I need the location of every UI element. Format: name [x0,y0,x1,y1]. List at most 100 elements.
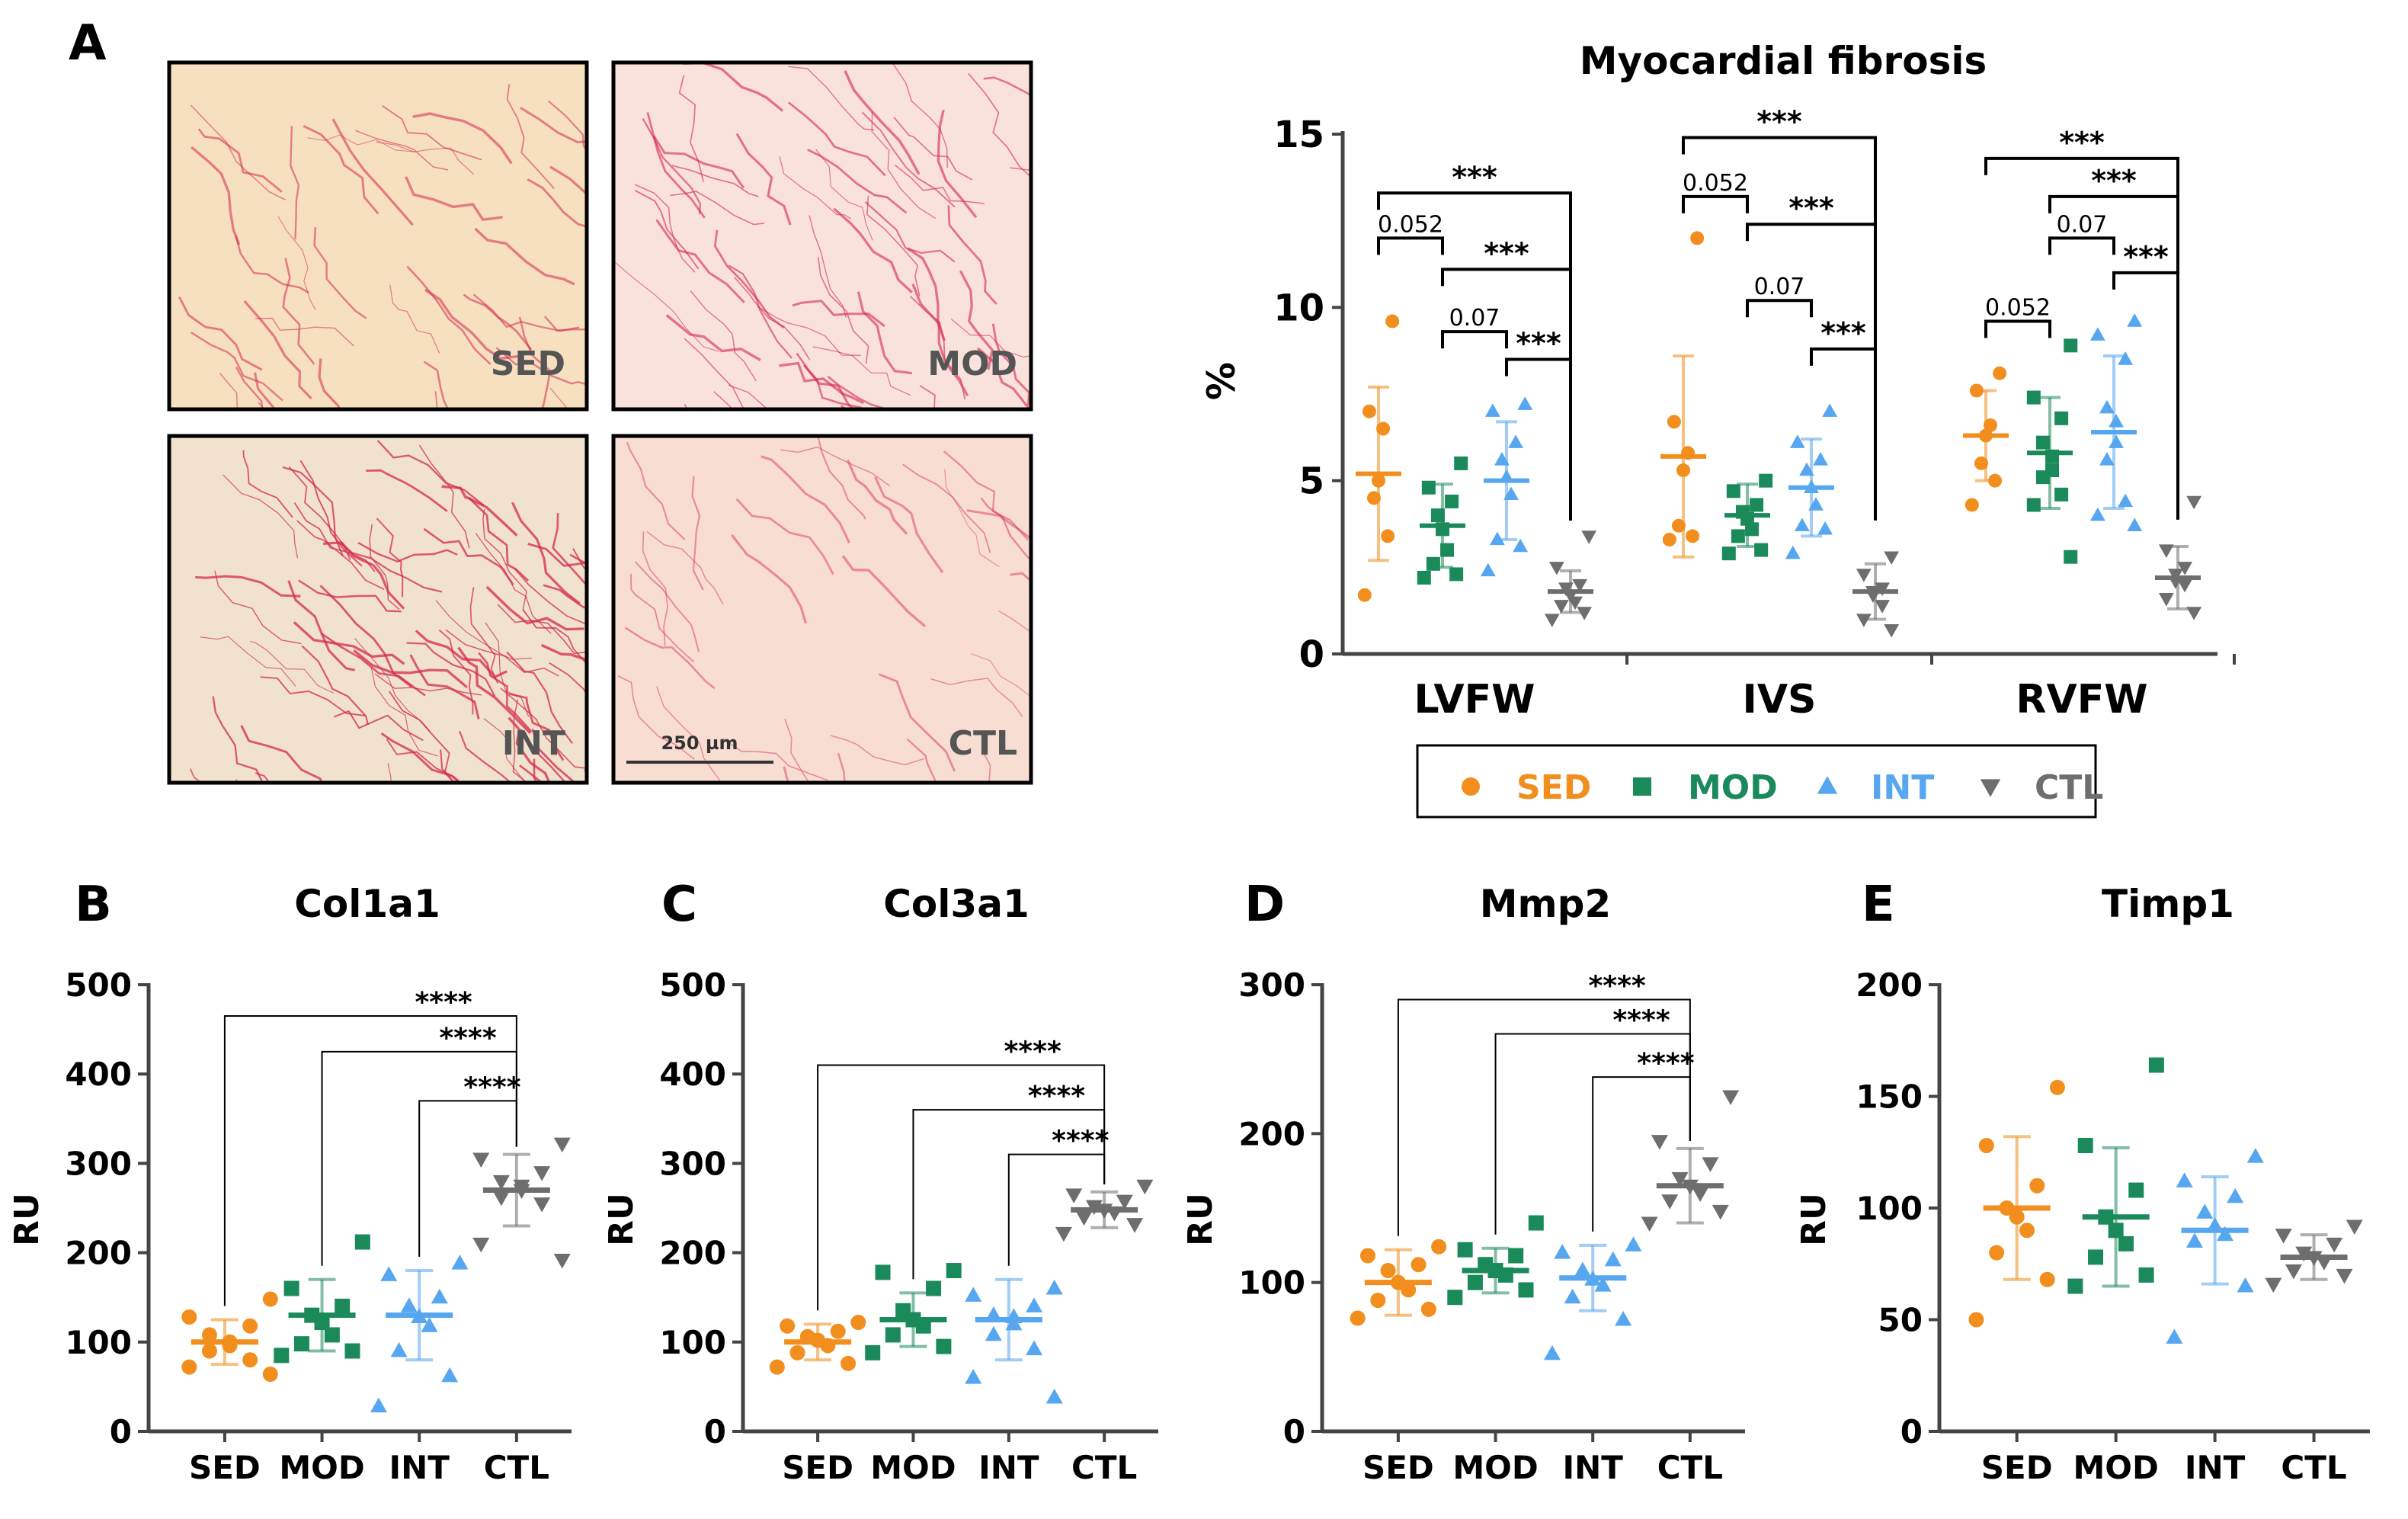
panel-a: A SED MOD INT 250 µm CTL [69,15,1033,785]
col1a1-y-tick-label: 500 [65,966,132,1004]
collagen-fiber [792,300,885,328]
timp1-point-ctl [2295,1246,2313,1262]
collagen-fiber [857,291,912,375]
mmp2-point-ctl [1641,1216,1658,1232]
col1a1-y-tick-label: 200 [65,1235,132,1272]
col1a1-point-mod [283,1280,299,1296]
collagen-fiber [642,531,668,646]
fibrosis-point-int [1817,521,1833,535]
collagen-fiber [423,527,514,585]
micrograph-sed: SED [167,60,589,412]
fibrosis-point-mod [1721,546,1736,561]
timp1-point-mod [2148,1057,2164,1073]
collagen-fiber [812,346,911,396]
collagen-fiber [260,676,366,716]
fibrosis-point-mod [1449,567,1464,582]
timp1-point-ctl [2265,1277,2282,1293]
fibrosis-point-mod [1754,543,1769,557]
collagen-fiber [572,548,587,572]
col3a1-point-int [1045,1388,1063,1404]
timp1-point-int [2237,1277,2254,1293]
col3a1-point-mod [926,1280,942,1296]
timp1-point-sed [2019,1223,2035,1239]
col3a1-y-label: RU [602,1193,641,1246]
col1a1-bracket-label: **** [415,987,472,1018]
collagen-fiber [735,133,792,226]
fibrosis-bracket-label: *** [1516,327,1561,361]
col1a1-point-ctl [533,1197,551,1213]
col3a1-y-tick-label: 200 [659,1235,726,1272]
fibrosis-bracket-label: 0.052 [1985,295,2051,322]
collagen-fiber [977,347,1031,409]
col3a1-bracket-line [1007,1153,1106,1266]
fibrosis-point-sed [1965,498,1979,512]
collagen-fiber [646,112,706,219]
mmp2-point-ctl [1661,1194,1679,1210]
col1a1-point-int [451,1255,469,1270]
fibrosis-point-int [1508,434,1523,448]
mmp2-point-mod [1457,1242,1473,1258]
scale-bar-label: 250 µm [661,732,738,754]
col1a1-title: Col1a1 [294,882,440,926]
panel-e-timp1: E Timp1 RU 0 50 100 150 200 SED MOD INT CTL [1795,876,2370,1486]
collagen-fiber [331,118,414,226]
fibrosis-bracket-line [1810,347,1877,521]
fibrosis-point-int [2089,327,2105,341]
collagen-fiber [277,216,316,310]
fibrosis-point-int [2089,507,2105,521]
fibrosis-bracket-label: *** [1820,316,1866,350]
collagen-fiber [478,652,533,733]
collagen-fiber [522,609,587,665]
timp1-point-mod [2108,1223,2124,1239]
collagen-fiber [483,718,527,783]
fibrosis-point-sed [1362,404,1376,418]
mmp2-point-sed [1370,1293,1386,1309]
collagen-fiber [846,459,908,535]
fibrosis-point-mod [1430,508,1445,523]
collagen-fiber [195,575,301,598]
collagen-fiber [382,105,482,161]
mmp2-point-ctl [1712,1204,1729,1220]
mmp2-point-sed [1359,1248,1375,1264]
fibrosis-point-ctl [1856,569,1872,582]
mmp2-x-tick-label: MOD [1452,1449,1538,1486]
fibrosis-point-int [2127,313,2143,327]
col1a1-point-ctl [533,1166,551,1181]
micrograph-mod-label: MOD [927,344,1017,383]
col1a1-bracket-line [418,1100,517,1258]
collagen-fiber [866,195,921,296]
collagen-fiber [984,755,991,783]
collagen-fiber [971,653,1031,698]
fibrosis-point-int [1795,518,1810,531]
col1a1-point-sed [262,1366,278,1382]
collagen-fiber [629,573,695,663]
collagen-fiber [626,442,686,540]
timp1-title: Timp1 [2102,882,2234,926]
collagen-fiber [406,642,496,697]
fibrosis-point-sed [1357,588,1372,602]
fibrosis-point-sed [1662,532,1676,546]
fibrosis-point-ctl [1856,614,1872,627]
collagen-fiber [728,384,769,409]
micrograph-sed-label: SED [491,344,565,383]
fibrosis-point-mod [2026,390,2041,405]
fibrosis-point-int [2099,452,2115,466]
legend-marker-mod [1633,777,1651,796]
fibrosis-point-sed [1381,529,1395,543]
timp1-point-sed [2039,1271,2055,1287]
col1a1-point-ctl [472,1152,490,1168]
col3a1-y-tick-label: 0 [704,1413,726,1450]
fibrosis-bracket-label: 0.052 [1683,170,1748,197]
timp1-point-ctl [2346,1219,2363,1235]
fibrosis-point-mod [1726,484,1740,498]
fibrosis-point-int [1822,403,1838,417]
col3a1-point-mod [885,1327,901,1343]
fibrosis-point-ctl [2186,607,2202,620]
timp1-x-tick-label: CTL [2281,1449,2346,1486]
collagen-fiber [787,101,886,177]
fibrosis-x-tick-label: IVS [1742,677,1816,723]
col3a1-point-mod [946,1263,962,1279]
mmp2-y-tick-label: 200 [1238,1115,1305,1152]
collagen-fiber [817,257,869,364]
col1a1-point-sed [242,1318,258,1334]
